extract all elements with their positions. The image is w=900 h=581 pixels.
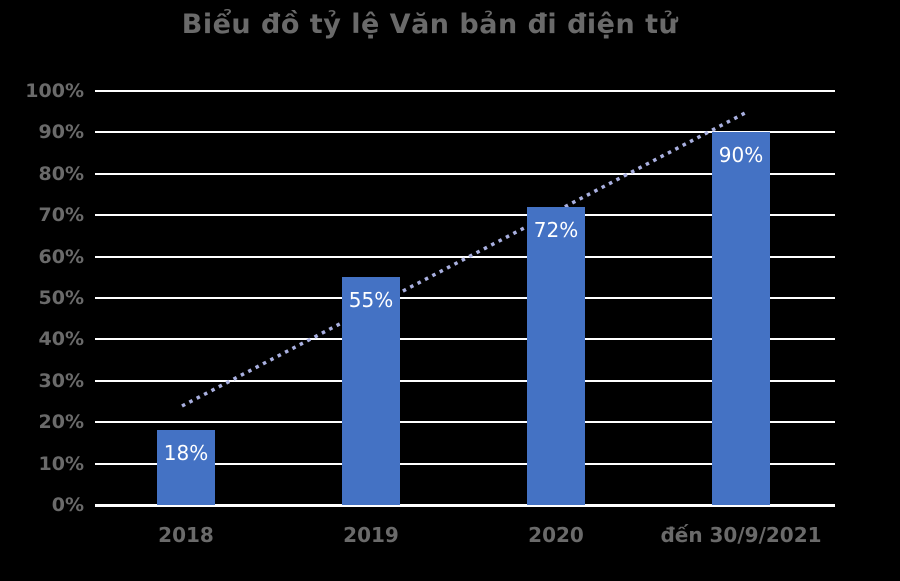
gridline-20	[95, 421, 835, 423]
data-label-2018: 18%	[163, 441, 209, 465]
x-tick-2020: 2020	[528, 523, 584, 547]
data-label-2020: 72%	[533, 218, 579, 242]
y-tick-100: 100%	[25, 80, 84, 102]
y-tick-40: 40%	[38, 328, 84, 350]
bar-2019: 55%	[342, 277, 400, 505]
y-tick-20: 20%	[38, 411, 84, 433]
y-tick-10: 10%	[38, 453, 84, 475]
x-tick-2018: 2018	[158, 523, 214, 547]
gridline-80	[95, 173, 835, 175]
x-axis-line	[95, 504, 835, 507]
gridline-90	[95, 131, 835, 133]
gridline-30	[95, 380, 835, 382]
y-tick-60: 60%	[38, 246, 84, 268]
data-label-2021: 90%	[718, 143, 764, 167]
y-tick-30: 30%	[38, 370, 84, 392]
x-tick-2019: 2019	[343, 523, 399, 547]
gridline-60	[95, 256, 835, 258]
bar-2021: 90%	[712, 132, 770, 505]
x-tick-2021: đến 30/9/2021	[660, 523, 822, 547]
gridline-10	[95, 463, 835, 465]
chart-title: Biểu đồ tỷ lệ Văn bản đi điện tử	[181, 9, 679, 40]
data-label-2019: 55%	[348, 288, 394, 312]
y-tick-80: 80%	[38, 163, 84, 185]
gridline-40	[95, 338, 835, 340]
gridline-70	[95, 214, 835, 216]
bar-2020: 72%	[527, 207, 585, 505]
gridline-100	[95, 90, 835, 92]
y-tick-50: 50%	[38, 287, 84, 309]
y-tick-90: 90%	[38, 121, 84, 143]
y-tick-70: 70%	[38, 204, 84, 226]
gridline-50	[95, 297, 835, 299]
y-tick-0: 0%	[51, 494, 84, 516]
bar-2018: 18%	[157, 430, 215, 505]
